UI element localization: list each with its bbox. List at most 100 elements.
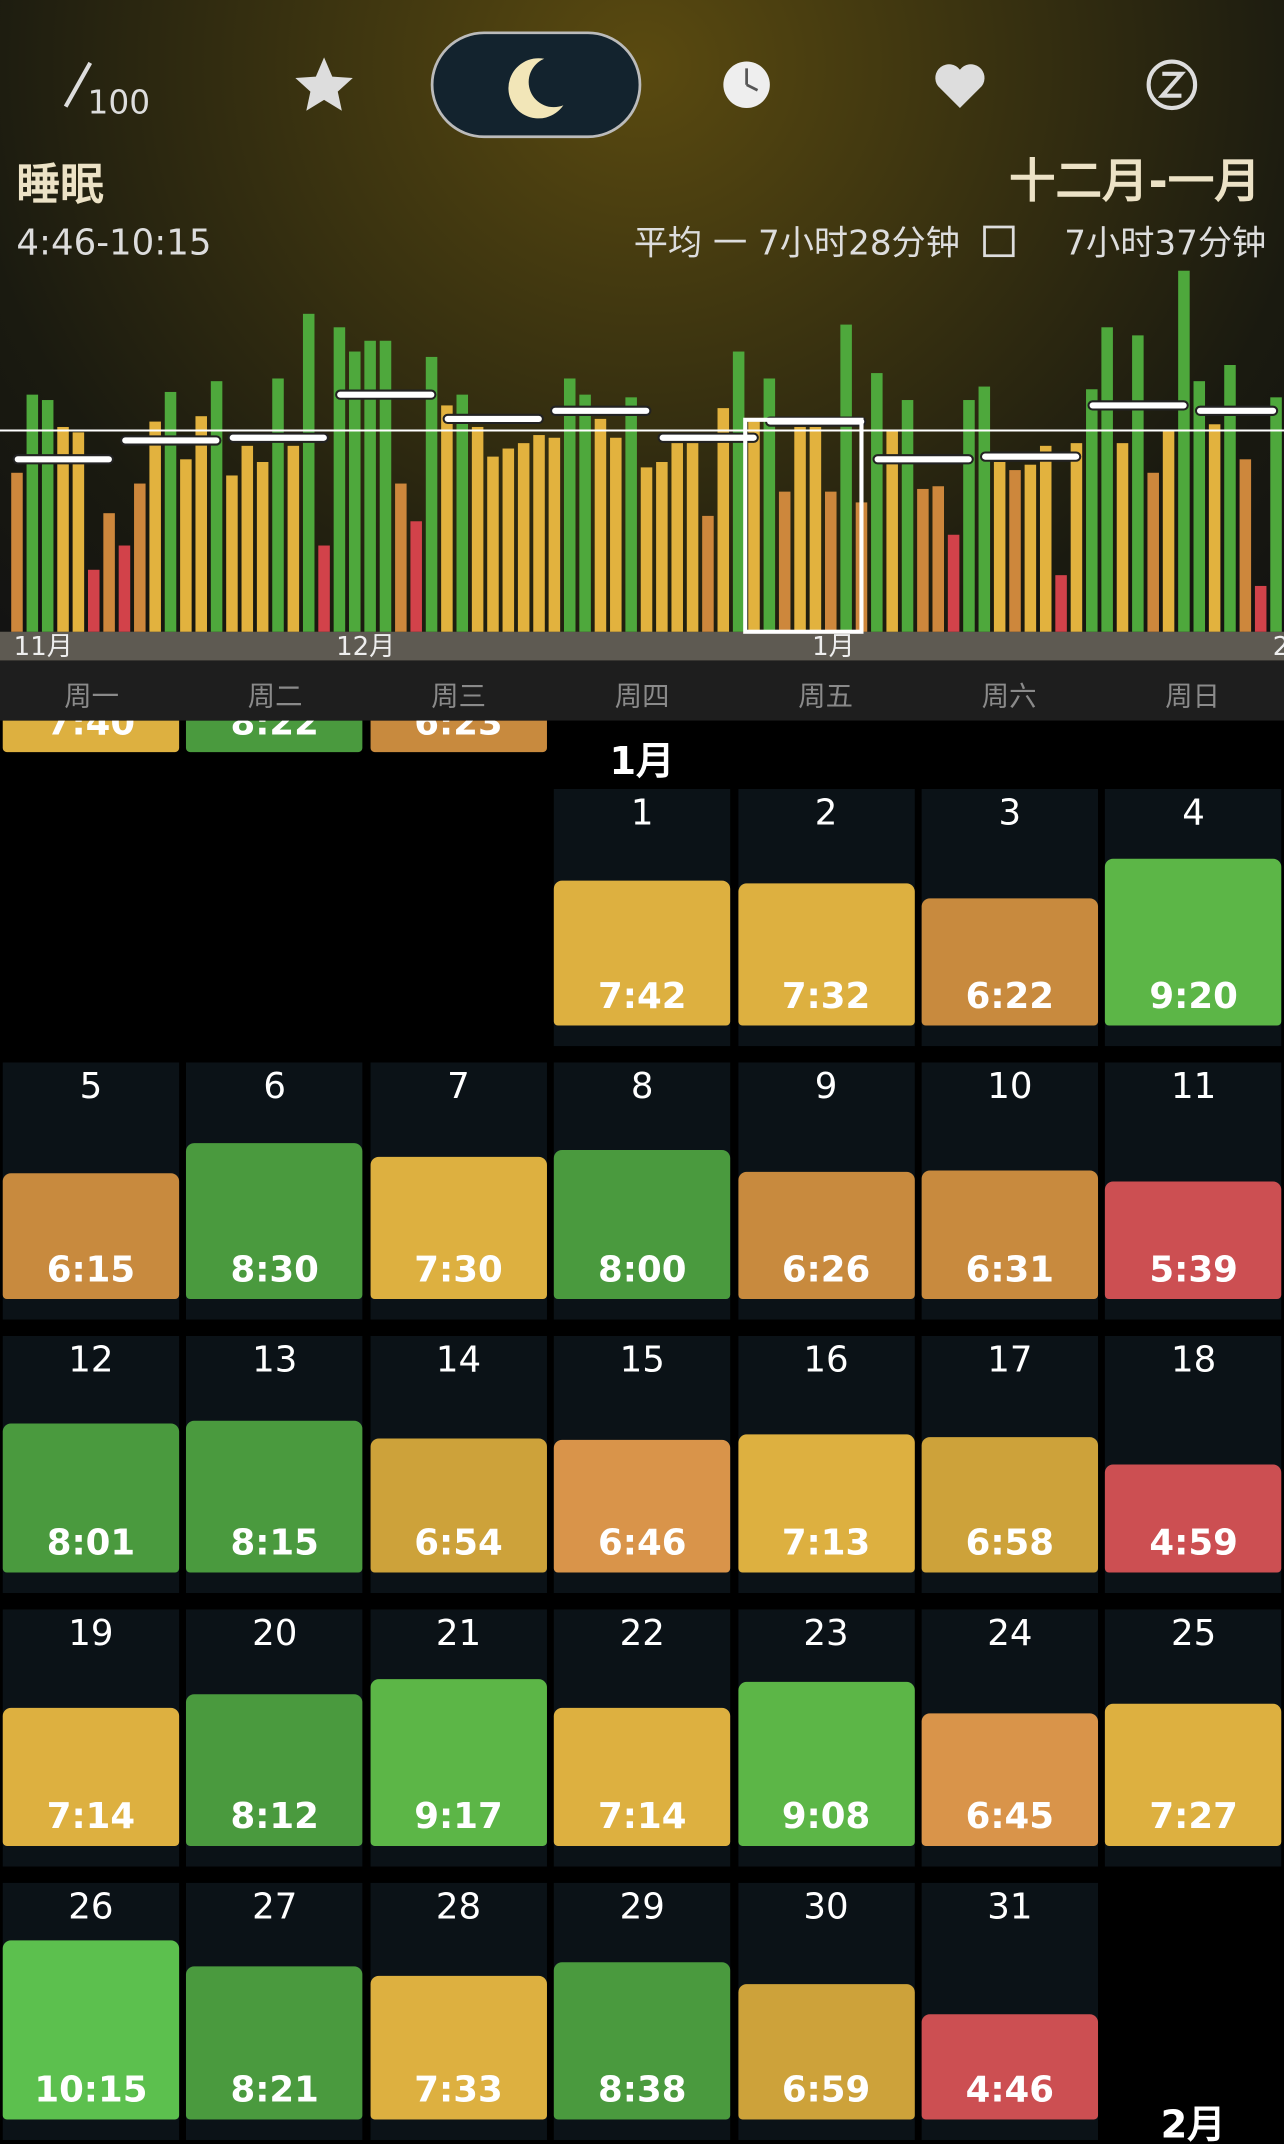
bar: [717, 408, 730, 632]
day-time: 9:20: [1149, 976, 1238, 1018]
day-block: [2, 1940, 180, 2120]
tab-clock[interactable]: [723, 61, 770, 109]
bar: [625, 397, 637, 632]
score-icon-text: 100: [88, 83, 151, 121]
bar: [256, 462, 269, 632]
bar: [548, 437, 561, 632]
top-svg: 100 睡眠 4:46-10:15 十二月-一月 平均 一 7小时28分钟 7小…: [0, 31, 1284, 661]
bar: [732, 351, 745, 632]
day-time: 6:46: [598, 1523, 687, 1565]
day-time: 6:54: [414, 1523, 503, 1565]
day-number: 2: [814, 793, 838, 835]
day-block: [737, 1984, 915, 2120]
day-block: [186, 720, 363, 753]
bar: [932, 486, 945, 632]
tab-snooze[interactable]: [1146, 59, 1198, 111]
slash-icon: [63, 61, 93, 108]
day-time: 7:42: [598, 976, 687, 1018]
bar: [671, 443, 683, 632]
day-number: 13: [252, 1340, 298, 1382]
bar: [134, 483, 146, 632]
day-block: [2, 1707, 180, 1846]
bar: [1055, 575, 1067, 632]
day-time: 6:45: [965, 1796, 1055, 1838]
next-month-label: 2月: [1160, 2101, 1226, 2144]
weekday-label: 周三: [431, 679, 486, 713]
bar: [1024, 464, 1037, 632]
selected-week[interactable]: [743, 417, 864, 634]
day-block: [921, 1713, 1099, 1846]
day-number: 9: [814, 1066, 838, 1108]
bar: [26, 394, 39, 632]
bar: [1193, 381, 1206, 632]
day-block: [1105, 1464, 1282, 1573]
tab-sleep-selected[interactable]: [430, 31, 642, 139]
weekly-average: [227, 432, 329, 443]
bar: [993, 462, 1006, 632]
bar: [640, 467, 653, 632]
weekday-label: 周日: [1165, 679, 1220, 713]
day-number: 30: [803, 1887, 849, 1929]
day-time: 6:22: [965, 976, 1055, 1018]
day-number: 8: [630, 1066, 654, 1108]
day-time: 7:13: [781, 1523, 871, 1565]
bar: [978, 386, 991, 632]
bar: [1039, 445, 1052, 632]
day-block: [186, 1143, 363, 1300]
day-number: 18: [1170, 1340, 1217, 1382]
bar: [1224, 365, 1236, 632]
day-number: 23: [803, 1613, 849, 1655]
x-tick-label: 12月: [336, 632, 395, 660]
bar: [226, 475, 238, 632]
tab-heart[interactable]: [935, 64, 985, 109]
x-tick-label: 2: [1273, 632, 1284, 660]
day-time: 8:38: [598, 2070, 687, 2112]
day-number: 19: [68, 1613, 114, 1655]
day-time: 7:14: [46, 1796, 136, 1838]
day-block: [2, 720, 180, 753]
bar: [72, 432, 85, 632]
day-number: 22: [619, 1613, 665, 1655]
weekly-average: [550, 405, 652, 416]
day-time: 8:15: [230, 1523, 319, 1565]
bar: [794, 426, 806, 632]
bar: [947, 534, 960, 632]
day-time: 8:01: [46, 1523, 136, 1565]
bar: [1101, 327, 1113, 632]
bar: [11, 472, 23, 632]
bar: [886, 429, 898, 632]
bar: [1270, 397, 1282, 632]
x-axis-strip: [0, 631, 1284, 661]
tab-star[interactable]: [295, 57, 353, 111]
bar: [149, 421, 161, 632]
average: 平均 一 7小时28分钟: [634, 223, 960, 263]
day-block: [554, 1961, 731, 2120]
day-block: [737, 1681, 915, 1846]
day-number: 11: [1170, 1066, 1217, 1108]
tab-score[interactable]: 100: [63, 61, 151, 122]
bar: [379, 340, 392, 632]
checkbox[interactable]: [983, 225, 1015, 258]
day-number: 12: [68, 1340, 114, 1382]
bar: [287, 445, 300, 632]
day-time: 7:30: [414, 1249, 503, 1291]
day-time: 9:17: [414, 1796, 503, 1838]
bar: [901, 400, 914, 632]
bar: [502, 448, 515, 632]
bar: [272, 378, 284, 632]
bar: [1132, 335, 1144, 632]
bar: [533, 435, 545, 632]
day-block: [370, 1156, 547, 1300]
day-time: 6:59: [781, 2070, 871, 2112]
bar: [456, 394, 469, 632]
day-number: 16: [803, 1340, 849, 1382]
bar: [1162, 429, 1175, 632]
day-block: [554, 1440, 731, 1573]
day-number: 3: [998, 793, 1022, 835]
day-time: 7:32: [781, 976, 871, 1018]
day-time: 8:22: [230, 720, 319, 744]
weekday-label: 周一: [64, 679, 119, 713]
day-time: 7:14: [598, 1796, 687, 1838]
day-block: [554, 1150, 731, 1300]
